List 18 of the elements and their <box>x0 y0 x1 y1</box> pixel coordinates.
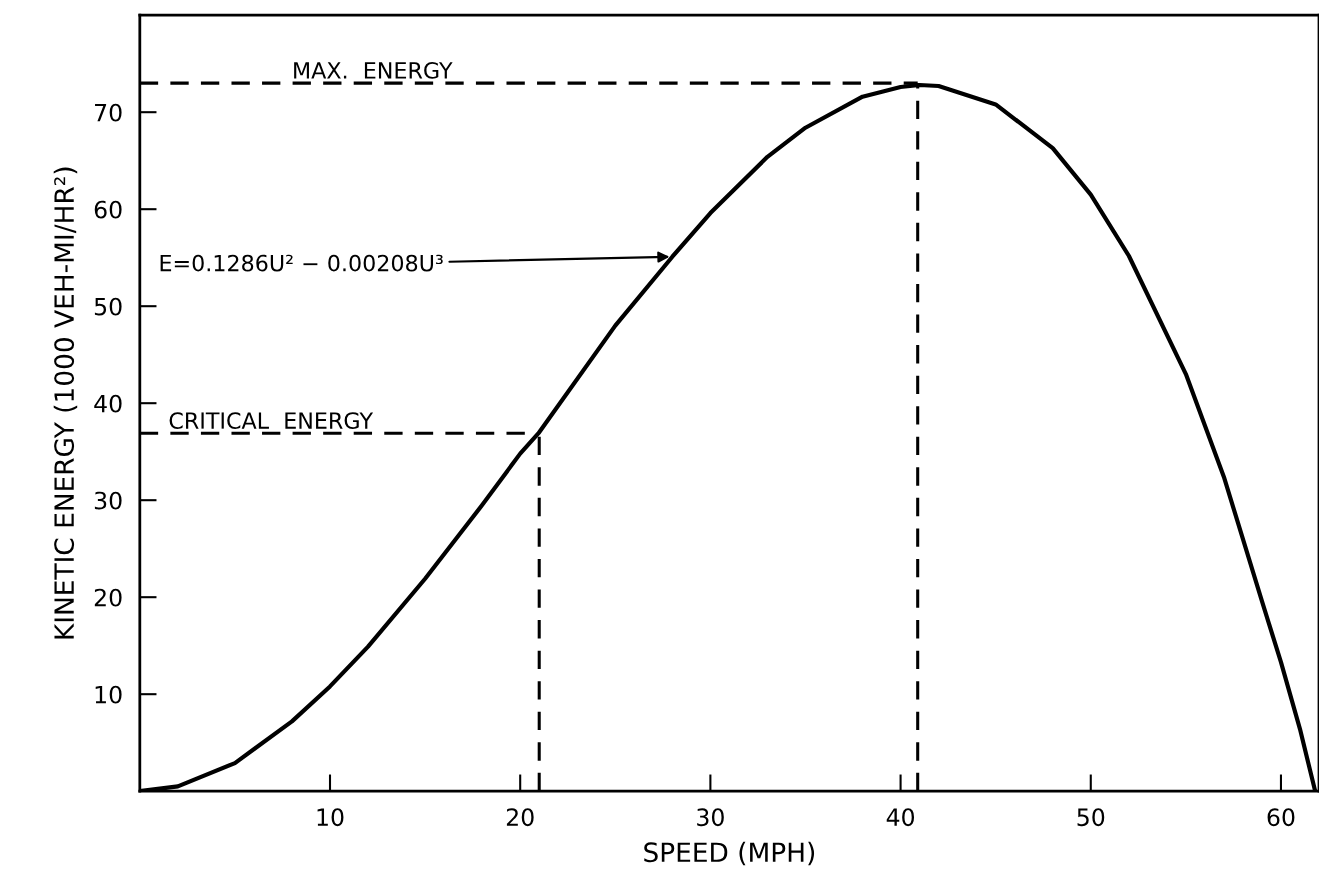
x-tick-label: 20 <box>506 808 534 827</box>
y-tick-label: 50 <box>94 297 122 316</box>
annotation: E=0.1286U² − 0.00208U³ <box>160 254 443 272</box>
x-tick-label: 50 <box>1077 808 1105 827</box>
y-tick-label: 60 <box>94 200 122 219</box>
annotation: CRITICAL ENERGY <box>169 412 374 429</box>
y-tick-label: 70 <box>95 103 122 122</box>
x-tick-label: 40 <box>886 808 915 827</box>
x-axis-title: SPEED (MPH) <box>644 841 815 866</box>
annotation: MAX. ENERGY <box>294 61 453 79</box>
x-tick-label: 30 <box>697 808 724 827</box>
x-tick-label: 10 <box>317 808 344 827</box>
x-tick-label: 60 <box>1267 808 1295 827</box>
y-axis-title: KINETIC ENERGY (1000 VEH-MI/HR²) <box>53 167 78 639</box>
y-tick-label: 20 <box>94 588 122 607</box>
y-tick-label: 40 <box>94 394 122 413</box>
y-tick-label: 10 <box>95 685 122 704</box>
y-tick-label: 30 <box>94 491 122 510</box>
